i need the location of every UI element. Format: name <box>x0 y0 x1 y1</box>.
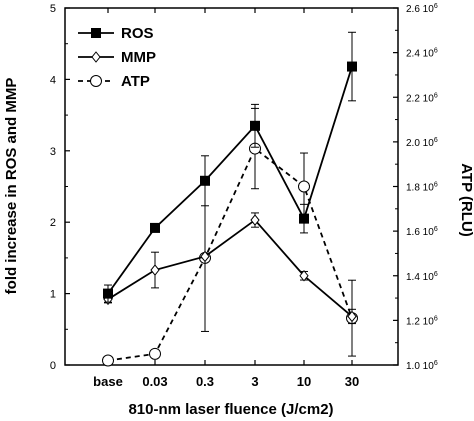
legend: ROS MMP ATP <box>78 25 156 90</box>
data-point <box>299 269 309 282</box>
right-tick-label: 1.8 106 <box>406 182 438 194</box>
left-tick-label: 2 <box>50 217 56 229</box>
data-point <box>150 222 160 233</box>
right-tick-label: 2.2 106 <box>406 92 438 104</box>
right-axis-ticks: 1.0 106 1.2 106 1.4 106 1.6 106 1.8 106 2.0 1… <box>393 3 438 372</box>
x-tick-label: 30 <box>345 374 359 389</box>
legend-label-ros: ROS <box>121 25 154 42</box>
series-line <box>107 147 353 362</box>
data-point <box>250 120 260 131</box>
y-axis-label-right: ATP (RLU) <box>458 163 474 237</box>
x-axis-ticks: base 0.03 0.3 3 10 30 <box>93 8 359 389</box>
data-point <box>299 213 309 224</box>
right-tick-label: 2.0 106 <box>406 137 438 149</box>
data-point <box>150 264 160 276</box>
data-point <box>200 175 210 186</box>
right-tick-label: 1.0 106 <box>406 360 438 372</box>
series-atp <box>102 107 358 367</box>
left-tick-label: 4 <box>50 74 56 86</box>
left-tick-label: 5 <box>50 3 56 15</box>
x-tick-label: 3 <box>251 374 258 389</box>
legend-label-atp: ATP <box>121 73 150 90</box>
right-tick-label: 1.6 106 <box>406 226 438 238</box>
left-axis-ticks: 0 1 2 3 4 5 <box>50 3 70 372</box>
right-tick-label: 1.2 106 <box>406 315 438 327</box>
right-tick-label: 2.4 106 <box>406 48 438 60</box>
data-point <box>103 288 113 299</box>
left-tick-label: 0 <box>50 360 56 372</box>
series-line <box>107 218 353 318</box>
legend-label-mmp: MMP <box>121 49 156 66</box>
right-tick-label: 2.6 106 <box>406 3 438 15</box>
data-point <box>347 61 357 72</box>
data-point <box>149 347 161 360</box>
left-tick-label: 3 <box>50 146 56 158</box>
data-point <box>298 180 310 193</box>
legend-marker <box>91 51 101 63</box>
left-tick-label: 1 <box>50 289 56 301</box>
x-tick-label: base <box>93 374 123 389</box>
legend-marker <box>90 75 102 87</box>
data-point <box>102 354 114 367</box>
legend-marker <box>91 28 101 38</box>
series-mmp <box>103 181 357 332</box>
x-tick-label: 0.3 <box>196 374 214 389</box>
x-axis-label: 810-nm laser fluence (J/cm2) <box>128 401 333 418</box>
series-ros <box>103 31 357 303</box>
right-tick-label: 1.4 106 <box>406 271 438 283</box>
data-point <box>347 310 357 323</box>
x-tick-label: 10 <box>297 374 311 389</box>
y-axis-label-left: fold increase in ROS and MMP <box>3 78 20 295</box>
data-point <box>200 250 210 263</box>
series-line <box>107 66 353 295</box>
x-tick-label: 0.03 <box>142 374 167 389</box>
data-point <box>250 214 260 226</box>
series-layer <box>102 31 358 367</box>
